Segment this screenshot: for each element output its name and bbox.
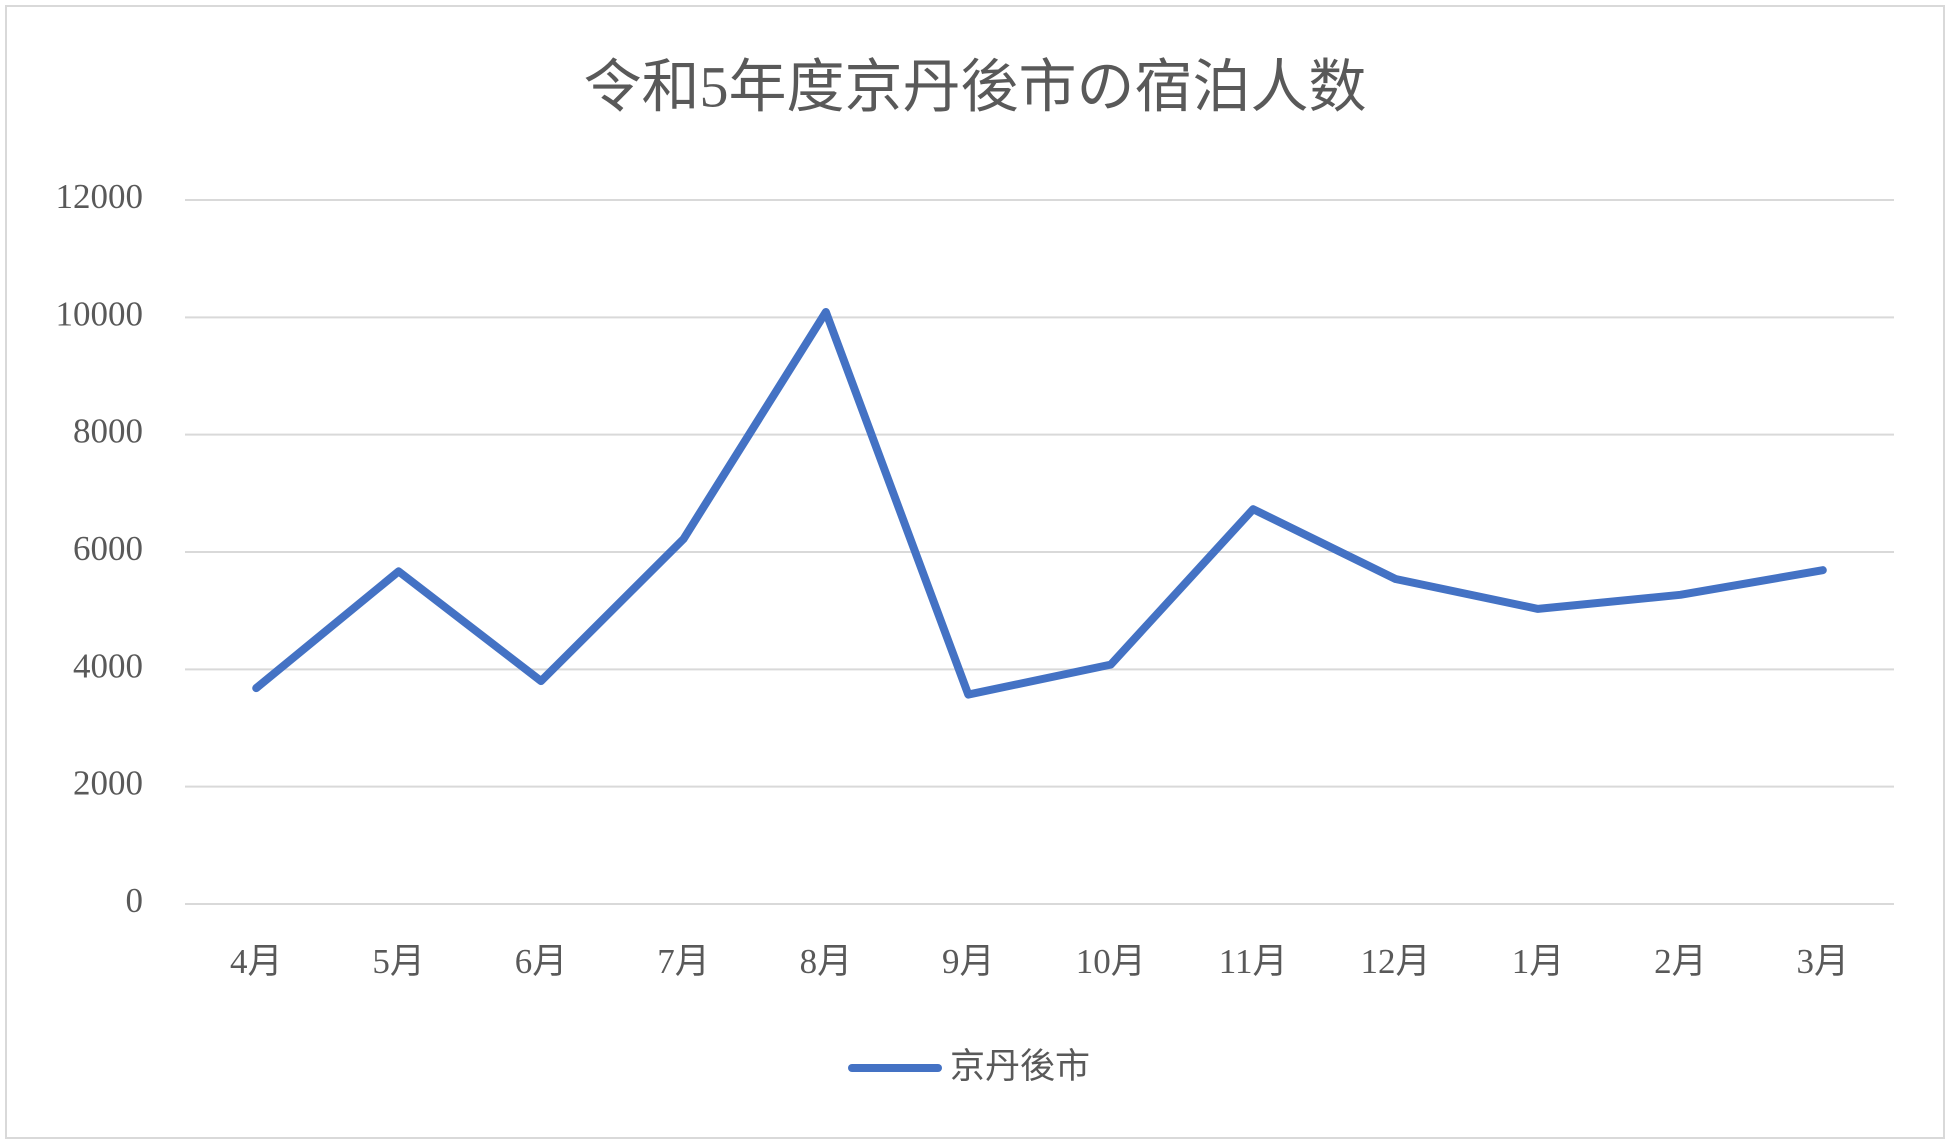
x-tick-label: 2月 — [1654, 942, 1707, 981]
y-tick-label: 8000 — [73, 412, 143, 451]
x-tick-label: 8月 — [800, 942, 853, 981]
x-tick-label: 10月 — [1076, 942, 1146, 981]
chart-border — [5, 5, 1945, 1139]
x-tick-label: 7月 — [657, 942, 710, 981]
y-tick-label: 10000 — [56, 294, 144, 333]
x-tick-label: 11月 — [1219, 942, 1288, 981]
x-tick-label: 4月 — [230, 942, 283, 981]
x-tick-label: 5月 — [372, 942, 425, 981]
x-tick-label: 1月 — [1512, 942, 1565, 981]
y-tick-label: 6000 — [73, 529, 143, 568]
y-tick-label: 4000 — [73, 646, 143, 685]
legend-label: 京丹後市 — [950, 1047, 1090, 1087]
x-tick-label: 6月 — [515, 942, 568, 981]
y-tick-label: 2000 — [73, 764, 143, 803]
x-tick-label: 9月 — [942, 942, 995, 981]
x-tick-label: 3月 — [1797, 942, 1850, 981]
x-tick-label: 12月 — [1361, 942, 1431, 981]
chart-title: 令和5年度京丹後市の宿泊人数 — [583, 54, 1366, 119]
y-tick-label: 12000 — [56, 177, 144, 216]
data-line — [252, 308, 1827, 699]
y-tick-label: 0 — [126, 881, 144, 920]
